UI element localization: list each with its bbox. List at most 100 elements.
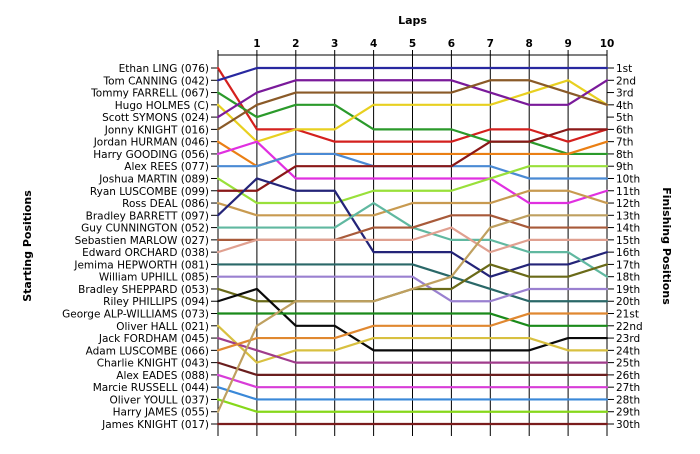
starting-rider-label: Adam LUSCOMBE (066) — [86, 345, 209, 357]
finishing-position-label: 10th — [616, 173, 640, 185]
rider-line — [216, 398, 609, 413]
finishing-position-label: 3rd — [616, 88, 633, 100]
lap-tick-label: 10 — [600, 38, 615, 50]
finishing-position-label: 17th — [616, 259, 640, 271]
starting-rider-label: Ryan LUSCOMBE (099) — [90, 186, 209, 198]
finishing-position-label: 21st — [616, 309, 639, 321]
lap-tick-label: 1 — [253, 38, 260, 50]
rider-line — [216, 165, 609, 205]
finishing-position-label: 7th — [616, 137, 633, 149]
finishing-position-label: 29th — [616, 407, 640, 419]
starting-rider-label: Jordan HURMAN (046) — [93, 137, 209, 149]
starting-rider-label: Guy CUNNINGTON (052) — [81, 223, 209, 235]
finishing-position-label: 6th — [616, 124, 633, 136]
starting-rider-label: George ALP-WILLIAMS (073) — [62, 309, 209, 321]
left-axis-title: Starting Positions — [21, 190, 34, 302]
starting-rider-label: Alex REES (077) — [124, 161, 209, 173]
rider-line — [216, 91, 609, 156]
rider-line — [216, 189, 609, 217]
finishing-position-label: 8th — [616, 149, 633, 161]
starting-rider-label: Oliver HALL (021) — [116, 321, 209, 333]
lap-tick-label: 7 — [487, 38, 494, 50]
finishing-position-label: 13th — [616, 210, 640, 222]
finishing-position-label: 23rd — [616, 333, 640, 345]
finishing-position-label: 1st — [616, 63, 632, 75]
starting-rider-label: Alex EADES (088) — [116, 370, 209, 382]
starting-rider-label: Jonny KNIGHT (016) — [104, 124, 209, 136]
starting-rider-label: Hugo HOLMES (C) — [115, 100, 209, 112]
finishing-position-label: 30th — [616, 419, 640, 431]
starting-rider-label: Joshua MARTIN (089) — [98, 173, 209, 185]
top-axis-title: Laps — [398, 14, 427, 27]
starting-rider-label: Ross DEAL (086) — [122, 198, 209, 210]
rider-line — [216, 312, 609, 327]
lap-tick-label: 5 — [409, 38, 416, 50]
rider-line — [216, 128, 609, 192]
finishing-position-label: 28th — [616, 394, 640, 406]
starting-rider-label: William UPHILL (085) — [99, 272, 209, 284]
rider-line — [216, 312, 609, 352]
starting-rider-label: Tommy FARRELL (067) — [90, 88, 209, 100]
finishing-position-label: 20th — [616, 296, 640, 308]
starting-rider-label: Scott SYMONS (024) — [102, 112, 209, 124]
right-axis-title: Finishing Positions — [660, 187, 673, 305]
starting-rider-label: Bradley SHEPPARD (053) — [78, 284, 209, 296]
starting-rider-label: Ethan LING (076) — [119, 63, 209, 75]
series-layer — [216, 66, 609, 426]
rider-line — [216, 361, 609, 376]
starting-rider-label: Riley PHILLIPS (094) — [103, 296, 209, 308]
rider-line — [216, 66, 609, 143]
finishing-position-label: 16th — [616, 247, 640, 259]
finishing-position-label: 15th — [616, 235, 640, 247]
starting-rider-label: Jemima HEPWORTH (081) — [73, 259, 209, 271]
lap-tick-label: 4 — [370, 38, 377, 50]
starting-rider-label: Charlie KNIGHT (043) — [97, 358, 209, 370]
finishing-position-label: 11th — [616, 186, 640, 198]
rider-line — [216, 79, 609, 143]
finishing-position-label: 14th — [616, 223, 640, 235]
rider-line — [216, 79, 609, 131]
finishing-position-label: 27th — [616, 382, 640, 394]
rider-line — [216, 226, 609, 254]
starting-rider-label: James KNIGHT (017) — [101, 419, 209, 431]
starting-rider-label: Oliver YOULL (037) — [110, 394, 210, 406]
rider-line — [216, 336, 609, 364]
starting-rider-label: Edward ORCHARD (038) — [82, 247, 209, 259]
rider-line — [216, 275, 609, 303]
finishing-position-label: 19th — [616, 284, 640, 296]
rider-line — [216, 66, 609, 82]
finishing-position-label: 9th — [616, 161, 633, 173]
rider-line — [216, 140, 609, 205]
rider-line — [216, 386, 609, 401]
rider-line — [216, 263, 609, 303]
finishing-position-label: 22nd — [616, 321, 643, 333]
finishing-position-label: 5th — [616, 112, 633, 124]
axis-layer — [211, 50, 614, 436]
starting-rider-label: Harry GOODING (056) — [93, 149, 209, 161]
lap-tick-label: 2 — [292, 38, 299, 50]
finishing-position-label: 4th — [616, 100, 633, 112]
starting-rider-label: Bradley BARRETT (097) — [86, 210, 209, 222]
lap-tick-label: 9 — [564, 38, 571, 50]
finishing-position-label: 12th — [616, 198, 640, 210]
finishing-position-label: 2nd — [616, 75, 636, 87]
lap-tick-label: 3 — [331, 38, 338, 50]
rider-line — [216, 373, 609, 389]
finishing-position-label: 26th — [616, 370, 640, 382]
finishing-position-label: 24th — [616, 345, 640, 357]
starting-rider-label: Harry JAMES (055) — [113, 407, 209, 419]
lap-tick-label: 6 — [448, 38, 455, 50]
rider-line — [216, 324, 609, 364]
finishing-position-label: 25th — [616, 358, 640, 370]
rider-line — [216, 79, 609, 119]
label-layer: Laps Starting Positions Finishing Position… — [21, 14, 673, 431]
starting-rider-label: Tom CANNING (042) — [102, 75, 209, 87]
finishing-position-label: 18th — [616, 272, 640, 284]
lap-tick-label: 8 — [526, 38, 533, 50]
rider-line — [216, 214, 609, 413]
rider-line — [216, 177, 609, 278]
starting-rider-label: Jack FORDHAM (045) — [98, 333, 209, 345]
starting-rider-label: Sebastien MARLOW (027) — [75, 235, 209, 247]
